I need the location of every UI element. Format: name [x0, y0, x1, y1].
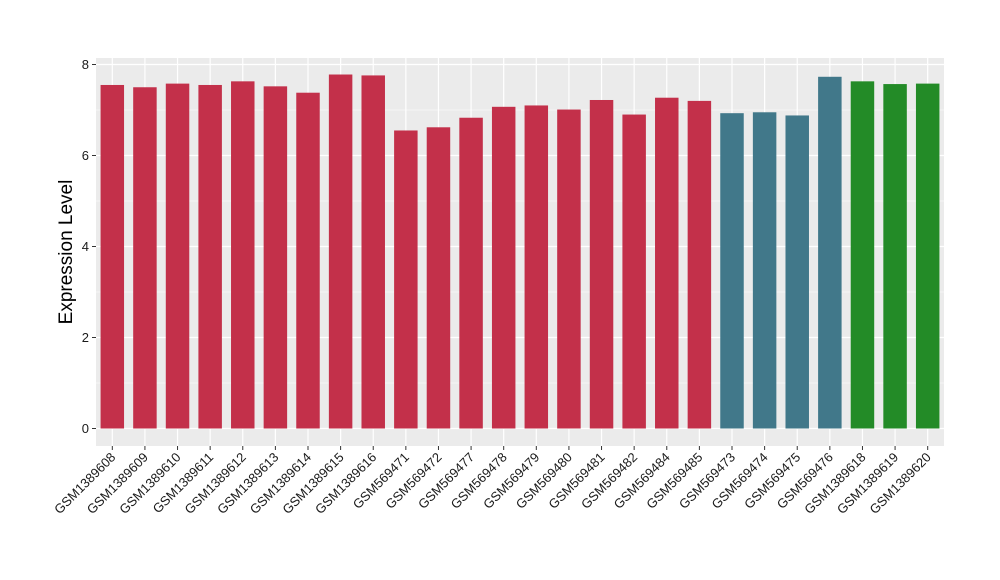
- bar-GSM569473: [720, 113, 744, 429]
- y-axis-title: Expression Level: [56, 180, 77, 325]
- bar-GSM1389610: [165, 83, 190, 429]
- bar-GSM569471: [394, 130, 418, 429]
- y-tick-label: 2: [82, 330, 89, 345]
- bar-GSM1389608: [100, 84, 125, 429]
- bar-GSM569482: [622, 114, 646, 429]
- y-tick-label: 0: [82, 421, 89, 436]
- bar-GSM569485: [687, 100, 712, 429]
- bar-GSM569479: [524, 105, 549, 429]
- bar-GSM569472: [426, 127, 451, 429]
- bar-GSM1389619: [883, 84, 907, 429]
- bar-GSM569477: [459, 117, 483, 429]
- bar-GSM1389615: [328, 74, 353, 429]
- bar-GSM1389620: [915, 83, 940, 429]
- bar-GSM1389611: [198, 84, 222, 429]
- bar-GSM1389618: [850, 81, 875, 429]
- y-tick-label: 6: [82, 148, 89, 163]
- bar-GSM569474: [752, 112, 777, 429]
- bar-GSM1389609: [133, 87, 157, 429]
- x-axis: GSM1389608GSM1389609GSM1389610GSM1389611…: [51, 446, 934, 517]
- bar-GSM1389612: [231, 81, 255, 429]
- bar-GSM569478: [491, 106, 516, 429]
- plot-panel: [96, 58, 944, 446]
- bar-GSM569475: [785, 115, 809, 429]
- bar-GSM569484: [655, 97, 679, 429]
- bars: [100, 74, 940, 429]
- bar-GSM569476: [818, 76, 842, 429]
- y-axis: 0 2 4 6 8: [82, 57, 96, 436]
- bar-GSM1389614: [296, 92, 320, 429]
- y-tick-label: 8: [82, 57, 89, 72]
- bar-GSM569481: [589, 99, 614, 429]
- bar-GSM1389616: [361, 75, 385, 429]
- bar-GSM569480: [557, 109, 581, 429]
- bar-GSM1389613: [263, 86, 288, 429]
- y-tick-label: 4: [82, 239, 89, 254]
